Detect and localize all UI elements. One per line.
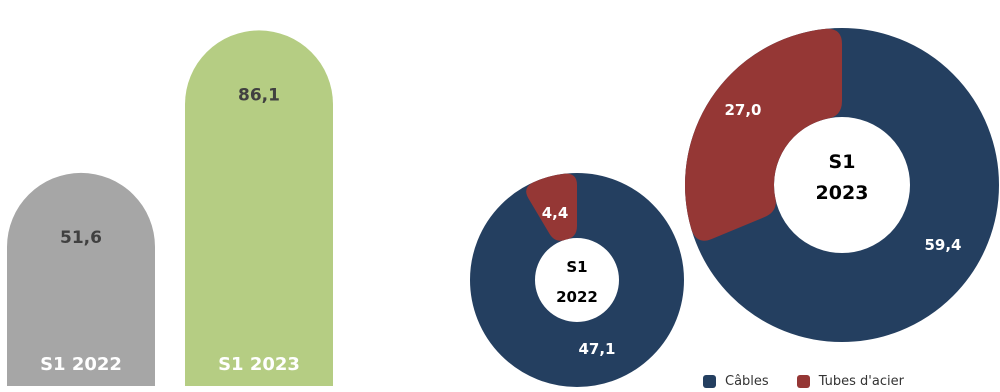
donut-chart-s1-2023: 59,4 27,0 S1 2023 [684, 28, 999, 342]
legend-swatch-cables [703, 374, 716, 388]
legend-label-tubes-acier: Tubes d'acier [818, 373, 904, 389]
bar-value-label-s1-2022: 51,6 [60, 228, 102, 248]
legend-item-tubes-acier: Tubes d'acier [796, 373, 904, 389]
bar-value-label-s1-2023: 86,1 [238, 85, 280, 105]
legend-label-cables: Câbles [725, 373, 769, 389]
donut-center-label-period-2023: S1 [829, 151, 856, 173]
donut-slice-tubes-acier-2023 [684, 28, 842, 241]
donut-value-label-tubes-acier-2022: 4,4 [542, 204, 569, 222]
donut-center-label-year-2023: 2023 [816, 182, 869, 204]
donut-value-label-tubes-acier-2023: 27,0 [724, 101, 761, 119]
legend-swatch-tubes-acier [796, 374, 810, 388]
bar-s1-2023 [185, 30, 333, 387]
donut-value-label-cables-2022: 47,1 [578, 340, 615, 358]
donut-center-label-year-2022: 2022 [556, 288, 598, 306]
donut-value-label-cables-2023: 59,4 [924, 236, 961, 254]
chart-legend: Câbles Tubes d'acier [703, 372, 932, 390]
bar-category-label-s1-2022: S1 2022 [40, 354, 122, 375]
bar-chart: 51,6 S1 2022 86,1 S1 2023 [7, 30, 333, 387]
donut-center-label-period-2022: S1 [566, 258, 587, 276]
donut-slice-cables-2022 [470, 173, 684, 387]
donut-slice-tubes-acier-2022 [526, 173, 577, 241]
bar-category-label-s1-2023: S1 2023 [218, 354, 300, 375]
donut-chart-s1-2022: 47,1 4,4 S1 2022 [470, 173, 684, 387]
bar-s1-2022 [7, 172, 156, 386]
legend-item-cables: Câbles [703, 374, 769, 389]
